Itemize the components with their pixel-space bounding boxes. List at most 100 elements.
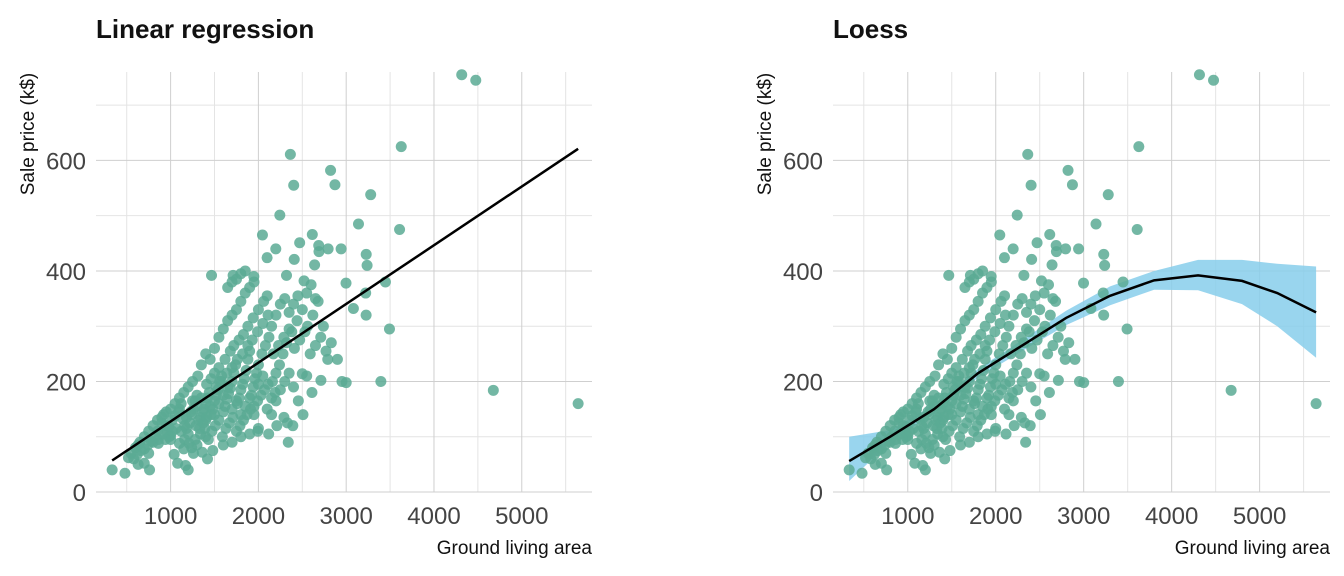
data-point [881,464,893,476]
data-point [1121,323,1133,335]
data-point [933,446,945,458]
x-tick-label: 1000 [881,503,934,530]
data-point [315,331,327,343]
y-axis-label: Sale price (k$) [755,73,776,196]
regression-line [111,147,579,462]
data-point [301,287,313,299]
data-point [261,252,273,264]
data-point [943,269,955,281]
data-point [1012,384,1024,396]
data-point [998,252,1010,264]
data-point [288,253,300,265]
y-tick-label: 400 [783,259,823,286]
data-point [230,395,242,407]
data-point [204,400,216,412]
data-point [263,331,275,343]
data-point [274,384,286,396]
data-point [984,312,996,324]
data-point [1000,428,1012,440]
data-point [375,375,387,387]
confidence-band [849,259,1317,481]
data-point [1131,224,1143,235]
data-point [1060,243,1072,255]
data-point [938,411,950,423]
data-point [313,246,325,258]
data-point [1038,287,1050,299]
data-point [309,293,321,305]
x-tick-label: 3000 [1057,503,1110,530]
data-point [202,434,214,445]
data-point [1003,320,1015,332]
data-point [1112,375,1124,387]
data-point [572,398,584,410]
data-point [994,229,1006,241]
data-point [955,323,967,335]
data-point [128,453,140,465]
data-point [288,298,300,310]
data-point [235,295,247,307]
data-point [106,464,118,476]
data-point [266,409,278,421]
data-point [999,290,1011,302]
data-point [257,370,269,382]
data-point [1018,269,1030,281]
data-point [296,304,308,316]
data-point [217,323,229,335]
data-point [280,269,292,281]
data-point [331,353,343,365]
data-point [172,457,184,469]
data-point [1034,409,1046,421]
data-point [1078,377,1090,389]
data-point [1007,309,1019,321]
data-point [1073,243,1085,255]
data-point [1046,259,1058,271]
data-point [979,320,991,332]
data-point [990,378,1002,390]
data-point [956,353,968,365]
data-point [1069,353,1081,365]
data-point [1098,309,1110,321]
loess-line [848,274,1317,463]
data-point [239,265,251,277]
data-point [168,448,180,460]
data-point [1016,293,1028,305]
data-point [246,334,258,346]
data-point [256,348,268,360]
data-point [843,464,855,476]
data-point [195,392,207,404]
data-point [1000,331,1012,343]
data-point [990,304,1002,316]
data-point [968,304,980,316]
data-point [1011,209,1023,221]
data-point [119,467,131,479]
data-point [1011,359,1023,371]
loess-panel: 1000 2000 3000 4000 5000 0 200 400 600 Loess Groun… [755,14,1330,559]
data-point [365,189,377,201]
y-axis-label: Sale price (k$) [18,73,39,196]
data-point [394,224,406,235]
data-point [1026,342,1038,354]
data-point [360,309,372,321]
data-point [972,295,984,307]
data-point [994,370,1006,382]
x-axis-label: Ground living area [437,538,593,559]
data-point [278,331,290,343]
data-point [1133,141,1145,153]
data-point [262,378,274,390]
data-point [395,141,407,153]
data-point [1059,353,1071,365]
data-point [984,334,996,346]
data-point [235,431,247,443]
data-point [292,290,304,302]
data-point [856,467,868,479]
data-point [322,353,334,365]
x-tick-label: 2000 [232,503,285,530]
data-point [283,367,295,379]
data-point [1025,298,1037,310]
data-point [941,400,953,412]
data-point [1225,384,1237,396]
data-point [262,309,274,321]
data-point [217,389,229,401]
data-point [219,353,231,365]
chart-title: Loess [833,14,908,44]
